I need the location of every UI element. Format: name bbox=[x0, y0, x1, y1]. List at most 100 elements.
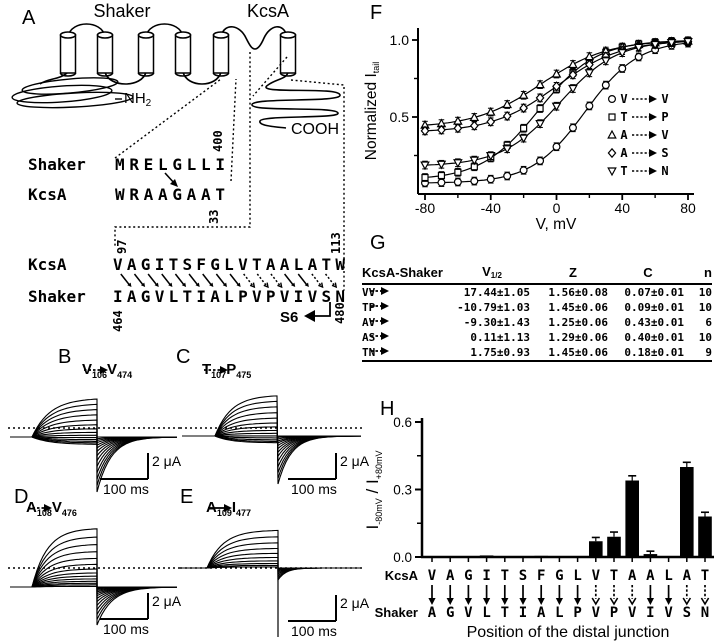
table-row: T N 1.75±0.93 1.45±0.06 0.18±0.01 9 bbox=[362, 345, 712, 361]
panel-c-title: T 107 P 475 bbox=[202, 361, 251, 380]
h-shaker-letter: I bbox=[519, 605, 527, 621]
line bbox=[174, 273, 185, 286]
current-trace bbox=[10, 398, 177, 493]
h-kcsa-letter: S bbox=[519, 568, 527, 584]
diamond-marker bbox=[568, 69, 578, 80]
solid-substitution-arrow bbox=[161, 273, 173, 287]
f-data-point bbox=[536, 156, 545, 166]
align2-shaker-seq: IAGVLTIALPVPVIVSN bbox=[113, 287, 345, 306]
square-marker bbox=[520, 124, 528, 132]
residue-number-33: 33 bbox=[207, 210, 221, 224]
polyline bbox=[318, 282, 324, 289]
panel-e-label: E bbox=[180, 486, 194, 508]
header-n: n bbox=[704, 264, 712, 280]
cell-z: 1.45±0.06 bbox=[548, 346, 608, 359]
h-shaker-letter: V bbox=[664, 605, 673, 621]
diamond-marker bbox=[453, 123, 463, 134]
arrow-head bbox=[574, 598, 582, 605]
bar bbox=[461, 556, 476, 557]
to-residue: I bbox=[231, 499, 237, 516]
f-data-point bbox=[518, 133, 529, 144]
solid-substitution-arrow bbox=[215, 273, 227, 287]
ellipse bbox=[174, 31, 192, 39]
h-bar-12 bbox=[643, 550, 658, 557]
legend-to-letter: V bbox=[661, 92, 668, 106]
f-data-point bbox=[437, 171, 446, 180]
line bbox=[311, 273, 322, 286]
ellipse bbox=[59, 31, 77, 39]
f-data-point bbox=[486, 174, 495, 184]
h-kcsa-letter: A bbox=[446, 568, 455, 584]
h-kcsa-letter: T bbox=[501, 568, 509, 584]
to-residue-number: 476 bbox=[61, 508, 77, 518]
polygon bbox=[222, 282, 227, 287]
square-marker bbox=[437, 171, 446, 180]
solid-substitution-arrow bbox=[229, 273, 241, 287]
dotted-arrow-icon bbox=[370, 302, 389, 310]
panel-b-title: V 106 V 474 bbox=[82, 361, 132, 380]
line bbox=[202, 273, 212, 286]
arrow-head bbox=[380, 317, 389, 325]
arrow-head bbox=[646, 598, 654, 605]
f-x-axis-label: V, mV bbox=[536, 216, 577, 233]
cell-vhalf: 0.11±1.13 bbox=[470, 331, 530, 344]
arrow-head bbox=[609, 597, 619, 606]
current-trace bbox=[182, 542, 361, 578]
cell-z: 1.25±0.06 bbox=[548, 316, 608, 329]
f-data-point bbox=[469, 120, 479, 131]
h-solid-arrow bbox=[519, 585, 527, 605]
path bbox=[279, 72, 297, 77]
triangle-down-marker bbox=[502, 145, 512, 154]
bar bbox=[589, 541, 603, 557]
f-data-point bbox=[453, 177, 462, 187]
residue-number-400: 400 bbox=[211, 130, 225, 152]
diamond-marker bbox=[486, 116, 496, 127]
helix-cylinder-4 bbox=[174, 31, 192, 77]
align1-kcsa-seq: WRAAGAAT bbox=[115, 185, 225, 204]
bar bbox=[680, 467, 694, 557]
h-y-axis-label: I-80mV / I+80mV bbox=[363, 451, 384, 530]
triangle-down-marker bbox=[518, 134, 529, 144]
f-data-point bbox=[437, 178, 446, 187]
time-scale-label: 100 ms bbox=[291, 623, 337, 639]
f-y-tick-label: 1.0 bbox=[390, 32, 410, 48]
legend-to-letter: P bbox=[661, 110, 668, 124]
panel-d-title: A 108 V 476 bbox=[26, 499, 77, 518]
h-shaker-letter: G bbox=[446, 605, 454, 621]
dotted-arrow-icon bbox=[204, 365, 228, 374]
h-bar-0 bbox=[425, 556, 439, 557]
residue-number-97: 97 bbox=[115, 240, 129, 254]
polygon bbox=[236, 282, 241, 287]
f-data-point bbox=[618, 64, 627, 73]
solid-substitution-arrow bbox=[147, 273, 159, 287]
from-residue-number: 109 bbox=[216, 508, 232, 518]
circle-marker bbox=[470, 177, 479, 186]
cell-n: 10 bbox=[698, 331, 712, 344]
current-trace bbox=[182, 529, 361, 582]
f-data-point bbox=[633, 43, 644, 53]
triangle-down-marker bbox=[551, 102, 562, 112]
dotted-arrow-icon bbox=[84, 365, 108, 374]
f-data-point bbox=[617, 48, 628, 58]
table-row: A V -9.30±1.43 1.25±0.06 0.43±0.01 6 bbox=[362, 315, 712, 330]
pore-loop bbox=[220, 26, 288, 50]
h-kcsa-letter: V bbox=[592, 568, 601, 584]
line bbox=[161, 273, 172, 286]
line bbox=[243, 273, 253, 286]
h-bar-11 bbox=[625, 475, 639, 557]
line bbox=[120, 273, 131, 286]
f-data-point bbox=[585, 101, 594, 111]
h-bar-10 bbox=[607, 531, 621, 557]
panel-b-label: B bbox=[58, 346, 72, 368]
rect bbox=[174, 34, 192, 74]
line bbox=[188, 273, 199, 286]
f-data-point bbox=[601, 56, 611, 67]
cell-vhalf: 17.44±1.05 bbox=[463, 286, 530, 299]
table-body: V V 17.44±1.05 1.56±0.08 0.07±0.01 10 T P -10.79… bbox=[362, 284, 712, 361]
